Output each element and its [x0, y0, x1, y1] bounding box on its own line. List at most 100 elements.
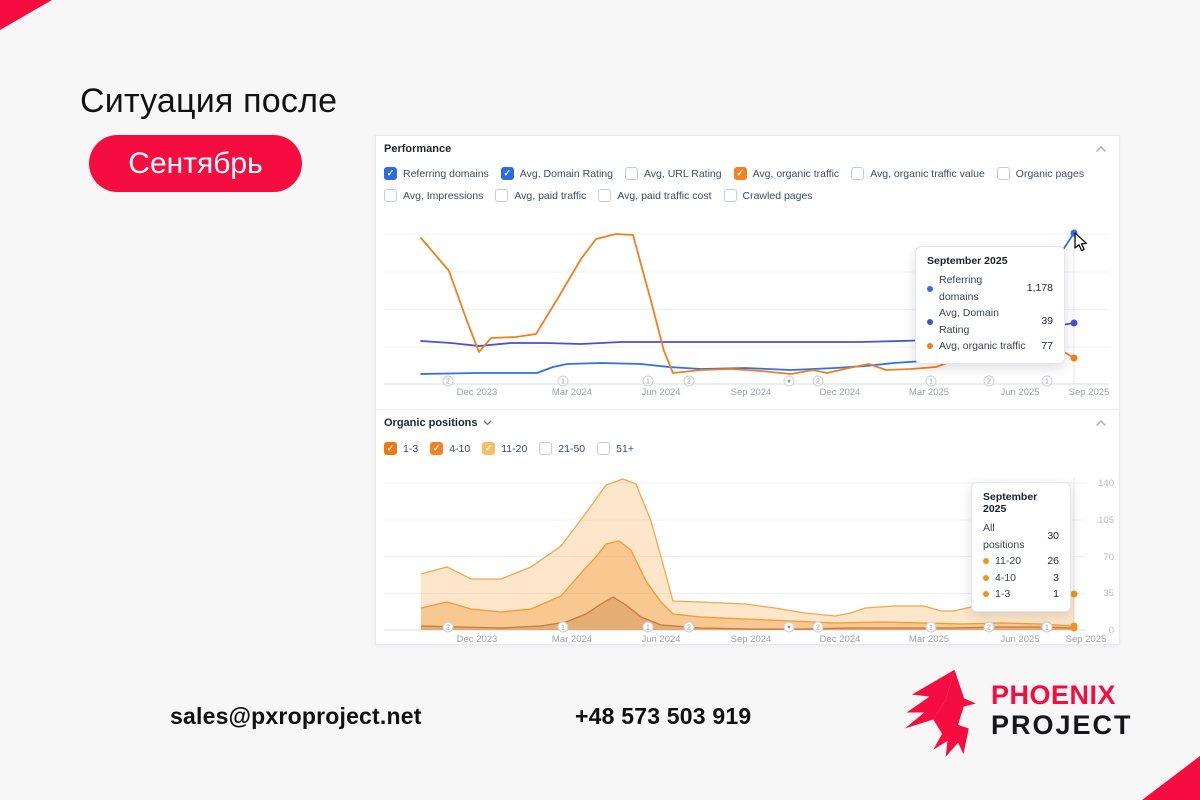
filter-label: Avg, Domain Rating — [519, 167, 613, 180]
axis-event-marker[interactable] — [642, 621, 654, 633]
axis-event-marker-label: ▾ — [787, 625, 791, 632]
tooltip-row-label: Avg, organic traffic — [939, 340, 1026, 352]
filter-checkbox-11-20[interactable]: ✓ 11-20 — [482, 442, 527, 455]
checkbox-checked-icon[interactable]: ✓ — [430, 442, 444, 455]
series-dot-icon — [983, 591, 989, 598]
axis-event-marker[interactable] — [783, 375, 795, 387]
filter-label: 11-20 — [501, 442, 528, 455]
axis-event-marker[interactable] — [925, 621, 937, 633]
axis-event-marker[interactable] — [442, 621, 454, 633]
checkbox-unchecked-icon[interactable] — [495, 189, 509, 202]
x-axis-label: Sep 2025 — [1066, 634, 1107, 645]
checkbox-unchecked-icon[interactable] — [723, 189, 737, 202]
axis-event-marker[interactable] — [1041, 621, 1053, 633]
organic-positions-collapse-chevron-icon[interactable] — [1095, 419, 1107, 427]
month-badge-label: Сентябрь — [128, 146, 263, 180]
y-axis-label: 105 — [1098, 515, 1114, 526]
x-axis-label: Jun 2024 — [641, 387, 680, 398]
axis-event-marker[interactable] — [442, 375, 454, 387]
filter-checkbox-1-3[interactable]: ✓ 1-3 — [384, 442, 418, 455]
filter-checkbox-avg-paid-traffic[interactable]: Avg, paid traffic — [495, 189, 586, 202]
axis-event-marker-label: 2 — [687, 625, 691, 632]
checkbox-checked-icon[interactable]: ✓ — [482, 442, 496, 455]
filter-checkbox-referring-domains[interactable]: ✓ Referring domains — [384, 167, 489, 180]
x-axis-label: Dec 2023 — [457, 387, 498, 398]
axis-event-marker-label: 2 — [987, 379, 991, 386]
tooltip-row-label: Referring domains — [939, 274, 983, 303]
performance-collapse-chevron-icon[interactable] — [1095, 145, 1107, 153]
checkbox-checked-icon[interactable]: ✓ — [384, 167, 397, 180]
checkbox-unchecked-icon[interactable] — [598, 189, 612, 202]
x-axis-label: Mar 2025 — [909, 387, 949, 398]
tooltip-row-label: All positions — [983, 522, 1025, 551]
axis-event-marker[interactable] — [783, 621, 795, 633]
corner-accent-top-left — [0, 0, 52, 30]
filter-label: Avg, organic traffic — [752, 167, 840, 180]
organic-positions-section-title[interactable]: Organic positions — [384, 417, 492, 429]
organic-positions-filter-row: ✓ 1-3 ✓ 4-10 ✓ 11-20 21-50 51+ — [384, 442, 634, 455]
axis-event-marker[interactable] — [557, 375, 569, 387]
filter-checkbox-organic-pages[interactable]: Organic pages — [996, 167, 1084, 180]
performance-tooltip-title: September 2025 — [927, 255, 1008, 267]
performance-tooltip: September 2025 Referring domains 1,178 Avg… — [915, 246, 1065, 364]
checkbox-checked-icon[interactable]: ✓ — [384, 442, 397, 455]
x-axis-label: Sep 2024 — [731, 634, 772, 645]
axis-event-marker-label: 1 — [929, 625, 933, 632]
y-axis-label: 35 — [1103, 588, 1114, 599]
section-divider — [376, 409, 1119, 410]
filter-checkbox-avg-paid-traffic-cost[interactable]: Avg, paid traffic cost — [598, 189, 712, 202]
filter-label: 1-3 — [403, 442, 419, 455]
checkbox-unchecked-icon[interactable] — [384, 189, 397, 202]
filter-checkbox-avg-impressions[interactable]: Avg, Impressions — [384, 189, 483, 202]
checkbox-unchecked-icon[interactable] — [597, 442, 611, 455]
tooltip-row-avg-domain-rating: Avg, Domain Rating 39 — [927, 305, 1053, 338]
checkbox-checked-icon[interactable]: ✓ — [733, 167, 747, 180]
axis-event-marker[interactable] — [1041, 375, 1053, 387]
checkbox-checked-icon[interactable]: ✓ — [500, 167, 514, 180]
filter-checkbox-crawled-pages[interactable]: Crawled pages — [723, 189, 813, 202]
organic-positions-chart: Dec 2023 Mar 2024 Jun 2024 Sep 2024 Dec 2024… — [384, 477, 1114, 645]
axis-event-marker-label: 1 — [1045, 379, 1049, 386]
filter-checkbox-avg-organic-traffic-value[interactable]: Avg, organic traffic value — [851, 167, 985, 180]
checkbox-unchecked-icon[interactable] — [996, 167, 1010, 180]
area-band-11-20 — [421, 479, 1074, 630]
tooltip-row-1-3: 1-3 1 — [983, 586, 1059, 603]
axis-event-marker[interactable] — [642, 375, 654, 387]
axis-event-marker[interactable] — [812, 375, 824, 387]
axis-event-marker-label: 1 — [646, 625, 650, 632]
axis-event-marker[interactable] — [925, 375, 937, 387]
logo-text: PHOENIX PROJECT — [991, 680, 1133, 740]
area-line-1-3 — [420, 596, 1075, 630]
axis-event-marker[interactable] — [983, 621, 995, 633]
series-dot-icon — [927, 318, 933, 325]
data-point-dot — [1070, 319, 1078, 327]
filter-checkbox-4-10[interactable]: ✓ 4-10 — [430, 442, 470, 455]
x-axis-label: Sep 2025 — [1069, 387, 1110, 398]
axis-event-marker[interactable] — [683, 621, 695, 633]
axis-event-marker-label: 1 — [1045, 625, 1049, 632]
filter-checkbox-avg-domain-rating[interactable]: ✓ Avg, Domain Rating — [500, 167, 613, 180]
filter-checkbox-21-50[interactable]: 21-50 — [539, 442, 585, 455]
filter-checkbox-51[interactable]: 51+ — [597, 442, 634, 455]
performance-filter-row-2: Avg, Impressions Avg, paid traffic Avg, pa… — [384, 189, 813, 202]
axis-event-marker-label: 1 — [561, 379, 565, 386]
tooltip-row-value: 77 — [1041, 340, 1053, 352]
axis-event-marker-label: 2 — [816, 379, 820, 386]
axis-event-marker[interactable] — [683, 375, 695, 387]
data-point-dot — [1070, 354, 1078, 362]
axis-event-marker[interactable] — [983, 375, 995, 387]
checkbox-unchecked-icon[interactable] — [539, 442, 553, 455]
checkbox-unchecked-icon[interactable] — [624, 167, 638, 180]
axis-event-marker[interactable] — [812, 621, 824, 633]
y-axis-label: 140 — [1098, 478, 1114, 489]
x-axis-label: Dec 2024 — [820, 634, 861, 645]
organic-positions-tooltip-title: September 2025 — [983, 491, 1038, 515]
tooltip-row-value: 1 — [1053, 588, 1059, 600]
filter-checkbox-avg-url-rating[interactable]: Avg, URL Rating — [624, 167, 722, 180]
axis-event-marker[interactable] — [557, 621, 569, 633]
tooltip-row-label: 11-20 — [995, 555, 1022, 567]
checkbox-unchecked-icon[interactable] — [851, 167, 865, 180]
x-axis-label: Sep 2024 — [731, 387, 772, 398]
filter-checkbox-avg-organic-traffic[interactable]: ✓ Avg, organic traffic — [733, 167, 840, 180]
axis-event-marker-label: ▾ — [787, 379, 791, 386]
